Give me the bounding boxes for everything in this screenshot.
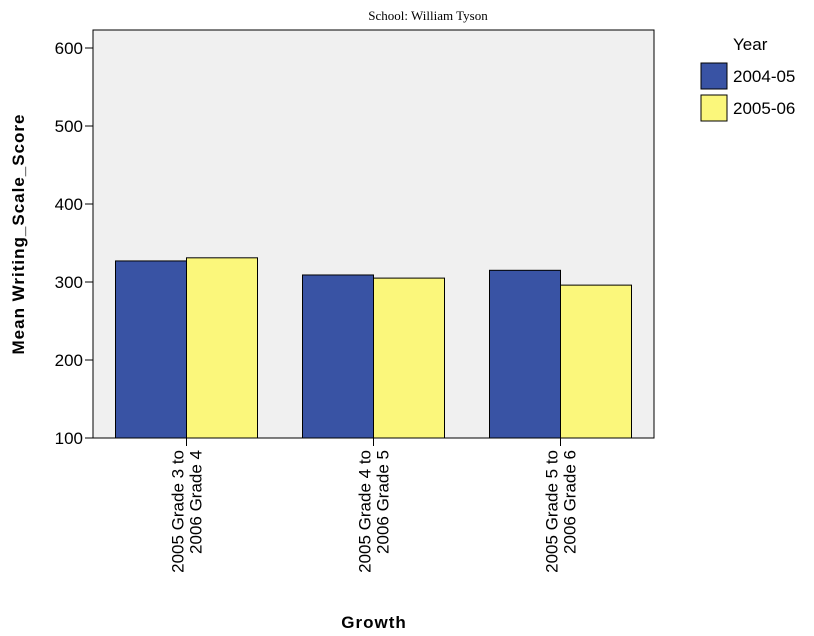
bar-2004-05-1 — [115, 260, 187, 439]
x-tick-label: 2005 Grade 3 to — [169, 450, 188, 573]
y-axis: 100 200 300 400 500 600 — [55, 30, 94, 448]
x-tick-label: 2006 Grade 6 — [561, 450, 580, 554]
y-tick-label: 300 — [55, 273, 83, 292]
bar-2004-05-3 — [489, 269, 561, 439]
x-tick-label: 2005 Grade 4 to — [356, 450, 375, 573]
legend-swatch-2004-05 — [700, 62, 728, 90]
bar-2005-06-1 — [186, 257, 258, 439]
legend-label-2005-06: 2005-06 — [733, 99, 795, 118]
y-tick-label: 500 — [55, 117, 83, 136]
bars — [115, 257, 632, 439]
x-tick-label-group: 2005 Grade 4 to 2006 Grade 5 — [356, 450, 393, 573]
y-tick-label: 200 — [55, 351, 83, 370]
x-axis: 2005 Grade 3 to 2006 Grade 4 2005 Grade 4 … — [169, 438, 580, 573]
legend-title: Year — [733, 35, 768, 54]
y-tick-label: 400 — [55, 195, 83, 214]
x-tick-label: 2005 Grade 5 to — [543, 450, 562, 573]
x-tick-label-group: 2005 Grade 3 to 2006 Grade 4 — [169, 450, 206, 573]
y-tick-label: 600 — [55, 39, 83, 58]
x-tick-label: 2006 Grade 5 — [374, 450, 393, 554]
bar-2005-06-2 — [373, 277, 445, 439]
chart-title: School: William Tyson — [368, 8, 488, 23]
bar-2005-06-3 — [560, 284, 632, 439]
y-tick-label: 100 — [55, 429, 83, 448]
legend-label-2004-05: 2004-05 — [733, 67, 795, 86]
x-tick-label: 2006 Grade 4 — [187, 450, 206, 554]
legend-swatch-2005-06 — [700, 94, 728, 122]
y-axis-title: Mean Writing_Scale_Score — [9, 114, 28, 355]
bar-2004-05-2 — [302, 274, 374, 439]
x-axis-title: Growth — [341, 613, 407, 632]
legend: Year 2004-05 2005-06 — [700, 35, 795, 122]
x-tick-label-group: 2005 Grade 5 to 2006 Grade 6 — [543, 450, 580, 573]
